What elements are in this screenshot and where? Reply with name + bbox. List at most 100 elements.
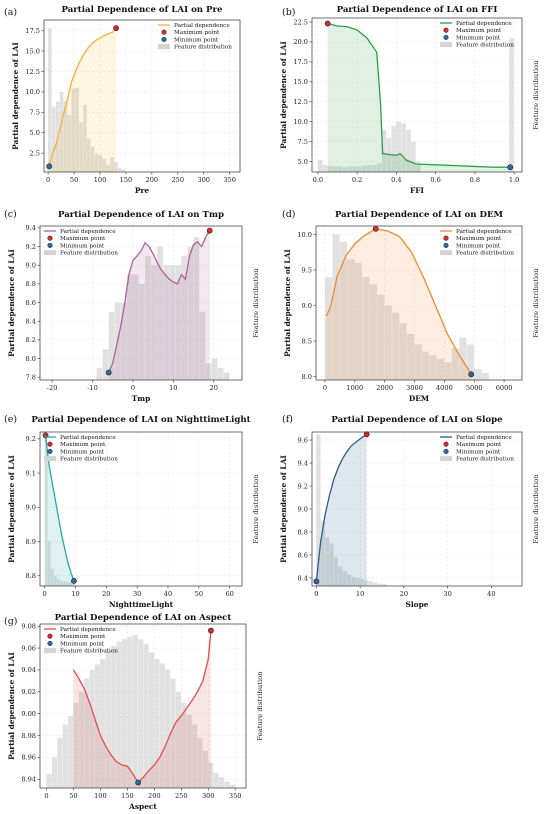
panel-b: 0.0 0.2 0.4 0.6 0.8 1.0 5.0 7.5 10.0 12.5 15.0 17.5…	[279, 5, 540, 195]
legend-min-swatch	[47, 242, 53, 248]
legend-line-label: Partial dependence	[174, 23, 230, 29]
hist-bar	[94, 154, 99, 172]
hist-bar	[121, 639, 128, 788]
pd-area	[316, 434, 367, 586]
legend-min-swatch	[47, 448, 53, 454]
pd-line	[108, 230, 211, 373]
pd-area	[45, 435, 74, 586]
hist-bar	[481, 372, 489, 380]
legend-max-swatch	[443, 27, 449, 33]
x-tick-label: 0.4	[391, 176, 402, 184]
hist-bar	[151, 265, 157, 380]
y-tick-label: 9.06	[21, 644, 36, 652]
y-tick-label: 9.6	[298, 436, 309, 444]
right-axis-label: Feature distribution	[252, 474, 260, 544]
legend-min-label: Minimum point	[456, 449, 501, 455]
hist-bar	[52, 106, 56, 172]
hist-bar	[98, 154, 103, 172]
right-axis-label: Feature distribution	[256, 671, 264, 741]
hist-bar	[325, 537, 330, 586]
hist-bar	[371, 164, 377, 172]
hist-bar	[219, 777, 225, 788]
y-tick-label: 8.6	[26, 299, 37, 307]
hist-bar	[118, 167, 122, 172]
hist-bar	[48, 28, 52, 172]
legend-line-label: Partial dependence	[456, 229, 512, 235]
hist-bar	[163, 265, 169, 380]
y-tick-label: 9.2	[26, 435, 37, 443]
pd-line	[315, 433, 368, 582]
maximum-point	[206, 227, 213, 234]
hist-bar	[347, 259, 355, 380]
y-tick-label: 8.9	[26, 538, 37, 546]
hist-bar	[429, 355, 437, 380]
legend-max-label: Maximum point	[456, 442, 502, 448]
hist-bar	[148, 652, 155, 788]
hist-bar	[339, 241, 348, 380]
y-tick-label: 9.4	[26, 224, 37, 232]
hist-bar	[127, 637, 133, 788]
pd-line	[325, 228, 472, 375]
hist-bar	[332, 234, 340, 380]
x-axis-label: DEM	[409, 394, 429, 403]
hist-bar	[364, 580, 369, 586]
hist-bar	[347, 574, 352, 586]
y-tick-label: 8.5	[302, 337, 313, 345]
x-tick-label: 60	[225, 590, 233, 598]
hist-bar	[376, 163, 382, 172]
legend-min-swatch	[443, 242, 449, 248]
hist-bar	[324, 277, 333, 380]
hist-bar	[411, 141, 416, 172]
hist-bar	[466, 344, 474, 380]
y-tick-label: 8.94	[21, 776, 36, 784]
legend-dist-swatch	[44, 648, 56, 654]
legend-max-swatch	[47, 441, 53, 447]
y-tick-label: 7.5	[298, 138, 309, 146]
y-tick-label: 8.98	[21, 732, 36, 740]
y-tick-label: 9.04	[21, 666, 36, 674]
plot-clip-group	[324, 228, 489, 380]
hist-bar	[366, 164, 372, 172]
panel-tag: (b)	[282, 7, 296, 18]
maximum-point	[372, 225, 379, 232]
y-tick-label: 8.8	[298, 528, 309, 536]
y-tick-label: 20.0	[293, 38, 308, 46]
hist-bar	[391, 125, 397, 172]
hist-bar	[322, 164, 328, 172]
hist-bar	[317, 160, 323, 172]
hist-bar	[186, 714, 192, 788]
x-tick-label: 50	[69, 792, 77, 800]
y-tick-label: 10.0	[25, 88, 40, 96]
hist-bar	[87, 138, 91, 172]
x-tick-label: 0	[46, 176, 50, 184]
hist-bar	[342, 571, 347, 586]
pd-line	[72, 630, 212, 784]
chart-title: Partial Dependence of LAI on NighttimeLi…	[31, 415, 250, 425]
legend-max-swatch	[47, 633, 53, 639]
legend-dist-label: Feature distribution	[456, 457, 514, 463]
hist-bar	[78, 691, 84, 788]
x-tick-label: 10	[356, 590, 364, 598]
minimum-point	[46, 163, 53, 170]
x-tick-label: 300	[202, 792, 215, 800]
plot-clip-group	[46, 630, 235, 788]
right-axis-label: Feature distribution	[532, 474, 540, 544]
hist-bar	[170, 678, 176, 788]
hist-bar	[59, 91, 64, 172]
hist-bar	[79, 122, 83, 172]
legend-line-label: Partial dependence	[456, 435, 512, 441]
legend-max-label: Maximum point	[456, 236, 502, 242]
hist-bar	[338, 566, 343, 586]
hist-bar	[451, 348, 460, 380]
x-tick-label: 350	[223, 176, 236, 184]
legend-max-swatch	[161, 29, 167, 35]
x-tick-label: 250	[171, 176, 184, 184]
hist-bar	[337, 166, 343, 172]
right-axis-label: Feature distribution	[252, 268, 260, 338]
legend-min-label: Minimum point	[456, 243, 501, 249]
hist-bar	[205, 363, 212, 380]
chart-title: Partial Dependence of LAI on Slope	[331, 415, 503, 425]
y-tick-label: 15.0	[25, 47, 40, 55]
maximum-point	[113, 25, 119, 32]
